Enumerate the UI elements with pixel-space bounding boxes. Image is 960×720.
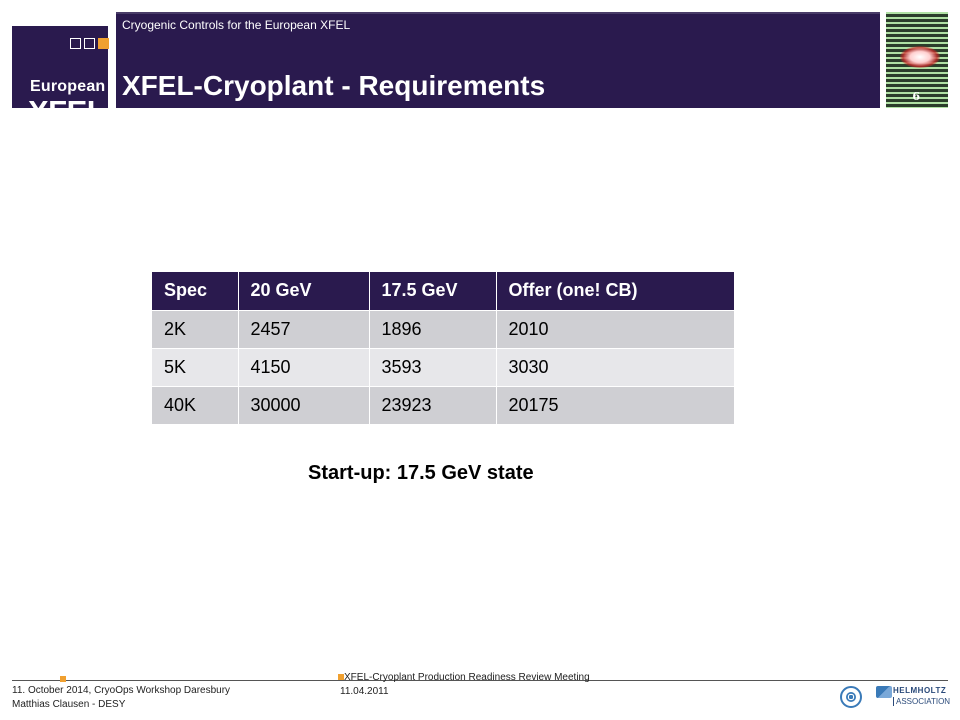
logo-text-xfel: XFEL [28, 94, 106, 129]
table-cell: 1896 [369, 309, 497, 348]
footer-divider [12, 680, 948, 681]
table-cell: 23923 [369, 385, 497, 424]
column-header: Offer (one! CB) [496, 272, 735, 310]
xfel-logo: European XFEL [12, 26, 109, 129]
column-header: 20 GeV [238, 272, 370, 310]
photo-glow-icon [900, 46, 940, 68]
table-cell: 20175 [496, 385, 735, 424]
footer-meeting: XFEL-Cryoplant Production Readiness Revi… [344, 672, 590, 683]
desy-logo-icon [840, 686, 862, 708]
logo-square-icon [84, 38, 95, 49]
column-header: 17.5 GeV [369, 272, 497, 310]
footer-date: 11.04.2011 [340, 686, 389, 697]
footer-bullet-icon [60, 676, 66, 682]
table-row: 5K 4150 3593 3030 [152, 347, 735, 386]
logo-square-icon [70, 38, 81, 49]
header-photo: 6 [886, 12, 948, 108]
footer-bullet-icon [338, 674, 344, 680]
helmholtz-logo-icon [876, 686, 892, 698]
table-row: 40K 30000 23923 20175 [152, 385, 735, 424]
slide-title: XFEL-Cryoplant - Requirements [122, 70, 546, 101]
footer-event: 11. October 2014, CryoOps Workshop Dares… [12, 685, 231, 696]
presentation-subtitle: Cryogenic Controls for the European XFEL [122, 18, 351, 32]
logo-text-european: European [30, 78, 106, 95]
helmholtz-name: HELMHOLTZ [893, 686, 947, 695]
requirements-table: Spec 20 GeV 17.5 GeV Offer (one! CB) 2K … [152, 272, 735, 424]
table-cell: 3593 [369, 347, 497, 386]
page-number: 6 [912, 90, 920, 103]
table-header-row: Spec 20 GeV 17.5 GeV Offer (one! CB) [152, 272, 735, 310]
table-cell: 4150 [238, 347, 370, 386]
table-cell: 5K [152, 347, 239, 386]
table-cell: 30000 [238, 385, 370, 424]
table-cell: 3030 [496, 347, 735, 386]
helmholtz-association: ASSOCIATION [893, 697, 950, 706]
startup-note: Start-up: 17.5 GeV state [308, 462, 534, 484]
column-header: Spec [152, 272, 239, 310]
table-row: 2K 2457 1896 2010 [152, 309, 735, 348]
table-cell: 2K [152, 309, 239, 348]
table-cell: 40K [152, 385, 239, 424]
logo-square-accent-icon [98, 38, 109, 49]
table-cell: 2010 [496, 309, 735, 348]
table-cell: 2457 [238, 309, 370, 348]
title-bar-rule [116, 12, 880, 14]
footer-author: Matthias Clausen - DESY [12, 699, 126, 710]
title-bar: Cryogenic Controls for the European XFEL… [116, 12, 880, 108]
